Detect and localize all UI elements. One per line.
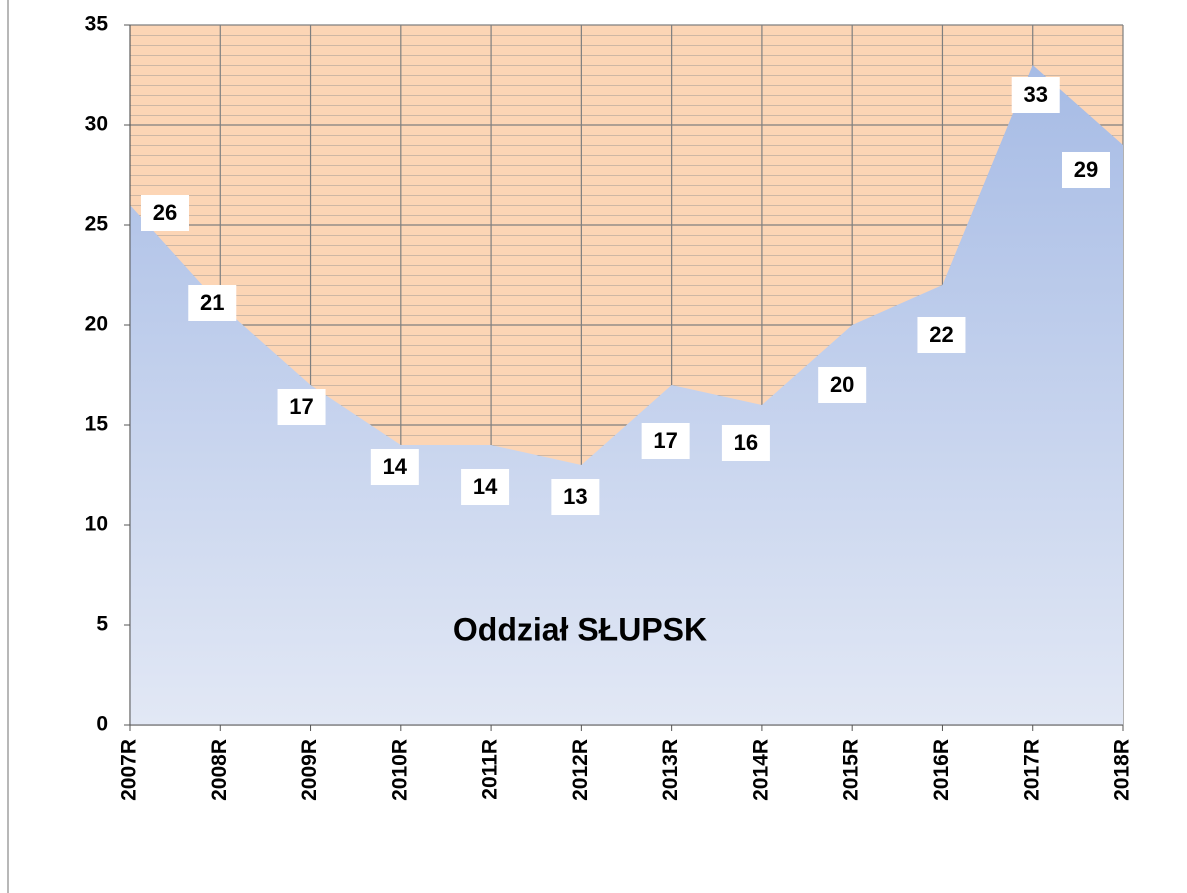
data-label-box (917, 317, 966, 353)
data-label-box (721, 425, 770, 461)
data-label-box (1011, 77, 1060, 113)
data-label-box (141, 195, 189, 231)
frame (7, 0, 9, 893)
y-tick-label: 25 (85, 213, 109, 236)
data-label-box (1062, 152, 1110, 188)
data-label: 29 (1074, 157, 1098, 182)
data-label-box (188, 285, 237, 321)
y-tick-label: 0 (96, 713, 108, 736)
x-tick-label: 2010R (388, 739, 411, 801)
data-label: 14 (383, 454, 408, 479)
y-tick-label: 15 (85, 413, 109, 436)
data-label: 22 (929, 322, 953, 347)
y-tick-label: 20 (85, 313, 108, 336)
y-tick-label: 10 (85, 513, 108, 536)
data-label: 16 (734, 430, 758, 455)
data-label: 26 (153, 200, 177, 225)
x-tick-label: 2011R (479, 739, 502, 800)
x-tick-label: 2012R (569, 739, 592, 801)
x-tick-label: 2014R (749, 739, 772, 801)
data-label: 13 (563, 484, 587, 509)
data-label-box (641, 423, 690, 459)
y-tick-label: 5 (96, 613, 108, 636)
data-label: 20 (830, 372, 854, 397)
x-tick-label: 2018R (1111, 739, 1134, 801)
x-tick-label: 2008R (208, 739, 231, 801)
y-tick-label: 35 (85, 13, 109, 36)
x-tick-label: 2013R (659, 739, 682, 801)
x-tick-label: 2009R (298, 739, 321, 801)
data-label: 14 (473, 474, 498, 499)
y-tick-label: 30 (85, 113, 108, 136)
data-label-box (461, 469, 510, 505)
x-tick-label: 2016R (930, 739, 953, 801)
data-label-box (370, 449, 419, 485)
x-tick-label: 2007R (118, 739, 141, 801)
area (130, 65, 1123, 725)
data-label-box (818, 367, 867, 403)
data-label-box (277, 389, 326, 425)
data-label: 17 (289, 394, 313, 419)
data-label: 21 (200, 290, 224, 315)
x-tick-label: 2017R (1020, 739, 1043, 801)
x-tick-label: 2015R (840, 739, 863, 801)
data-label: 33 (1023, 82, 1047, 107)
data-label: 17 (653, 428, 677, 453)
data-label-box (551, 479, 600, 515)
annotation: Oddział SŁUPSK (453, 611, 707, 647)
